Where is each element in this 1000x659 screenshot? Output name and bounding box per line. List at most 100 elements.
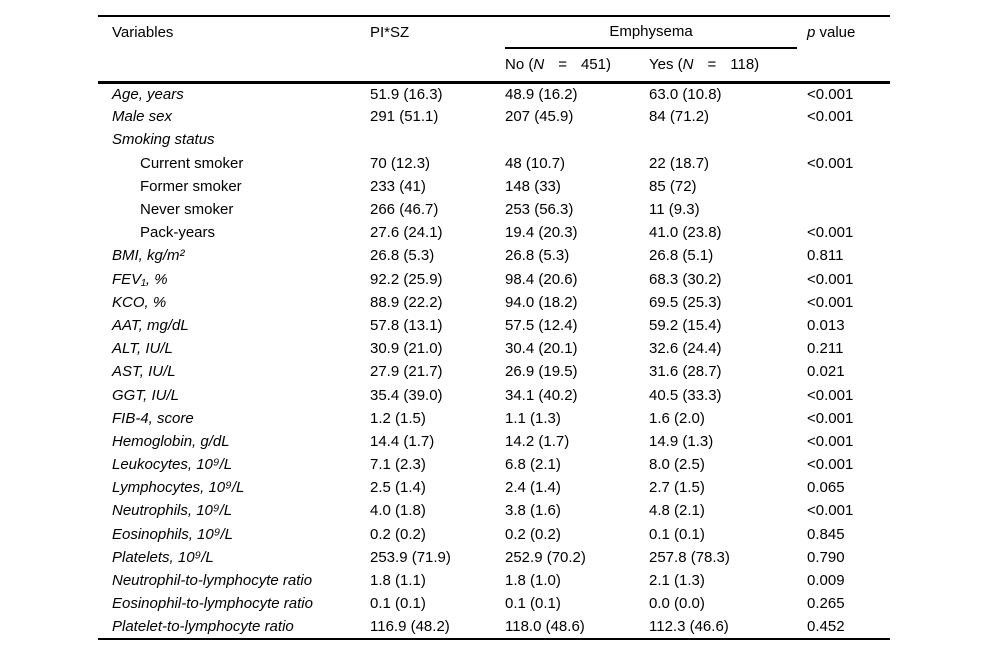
- table-row: AST, IU/L 27.9 (21.7) 26.9 (19.5) 31.6 (…: [98, 360, 890, 383]
- table-header: Variables PI*SZ Emphysema p value No (N =…: [98, 16, 890, 82]
- table-row: Platelet-to-lymphocyte ratio 116.9 (48.2…: [98, 615, 890, 638]
- cell-pisz: 1.8 (1.1): [370, 572, 426, 590]
- cell-pvalue: [807, 128, 890, 151]
- table-row: Smoking status: [98, 128, 890, 151]
- table-row: Lymphocytes, 10⁹/L 2.5 (1.4) 2.4 (1.4) 2…: [98, 476, 890, 499]
- cell-variable: Platelets, 10⁹/L: [112, 548, 214, 566]
- cell-variable: Current smoker: [140, 154, 244, 172]
- yes-count: 118): [730, 56, 760, 74]
- cell-variable: Neutrophils, 10⁹/L: [112, 502, 233, 520]
- cell-pisz: 35.4 (39.0): [370, 386, 443, 404]
- cell-emphysema-no: 19.4 (20.3): [505, 224, 578, 242]
- cell-pvalue: <0.001: [807, 293, 854, 311]
- cell-pisz: 88.9 (22.2): [370, 293, 443, 311]
- cell-variable: Hemoglobin, g/dL: [112, 432, 230, 450]
- table-row: Hemoglobin, g/dL 14.4 (1.7) 14.2 (1.7) 1…: [98, 430, 890, 453]
- cell-variable: Eosinophils, 10⁹/L: [112, 525, 233, 543]
- cell-pisz: 26.8 (5.3): [370, 247, 435, 265]
- table-row: KCO, % 88.9 (22.2) 94.0 (18.2) 69.5 (25.…: [98, 291, 890, 314]
- cell-pisz: 70 (12.3): [370, 154, 431, 172]
- cell-emphysema-no: 1.1 (1.3): [505, 409, 561, 427]
- cell-pisz: 92.2 (25.9): [370, 270, 443, 288]
- table-row: Age, years 51.9 (16.3) 48.9 (16.2) 63.0 …: [98, 82, 890, 105]
- cell-emphysema-yes: 257.8 (78.3): [649, 548, 730, 566]
- header-variables: Variables: [112, 24, 174, 41]
- cell-pvalue: <0.001: [807, 270, 854, 288]
- table-row: ALT, IU/L 30.9 (21.0) 30.4 (20.1) 32.6 (…: [98, 337, 890, 360]
- cell-pisz: 233 (41): [370, 177, 426, 195]
- cell-emphysema-yes: 2.7 (1.5): [649, 479, 705, 497]
- cell-emphysema-no: [505, 128, 649, 151]
- cell-emphysema-yes: 0.1 (0.1): [649, 525, 705, 543]
- cell-pisz: 0.2 (0.2): [370, 525, 426, 543]
- table-row: AAT, mg/dL 57.8 (13.1) 57.5 (12.4) 59.2 …: [98, 314, 890, 337]
- cell-pisz: 27.6 (24.1): [370, 224, 443, 242]
- cell-pisz: 57.8 (13.1): [370, 316, 443, 334]
- cell-emphysema-no: 48.9 (16.2): [505, 85, 578, 103]
- cell-emphysema-yes: 1.6 (2.0): [649, 409, 705, 427]
- cell-emphysema-yes: [649, 128, 807, 151]
- table-row: Current smoker 70 (12.3) 48 (10.7) 22 (1…: [98, 152, 890, 175]
- cell-pisz: 116.9 (48.2): [370, 617, 450, 635]
- cell-emphysema-yes: 31.6 (28.7): [649, 363, 722, 381]
- cell-pvalue: <0.001: [807, 502, 854, 520]
- cell-variable: FEV₁, %: [112, 270, 168, 288]
- table-row: Neutrophils, 10⁹/L 4.0 (1.8) 3.8 (1.6) 4…: [98, 499, 890, 522]
- cell-pisz: [370, 128, 505, 151]
- cell-pvalue: <0.001: [807, 386, 854, 404]
- yes-prefix: Yes (: [649, 56, 683, 74]
- cell-emphysema-yes: 8.0 (2.5): [649, 456, 705, 474]
- cell-pisz: 51.9 (16.3): [370, 85, 443, 103]
- cell-pisz: 253.9 (71.9): [370, 548, 451, 566]
- table-row: BMI, kg/m² 26.8 (5.3) 26.8 (5.3) 26.8 (5…: [98, 244, 890, 267]
- cell-variable: Platelet-to-lymphocyte ratio: [112, 617, 294, 635]
- cell-variable: AST, IU/L: [112, 363, 176, 381]
- cell-emphysema-yes: 2.1 (1.3): [649, 572, 705, 590]
- table-row: Eosinophil-to-lymphocyte ratio 0.1 (0.1)…: [98, 592, 890, 615]
- cell-pvalue: <0.001: [807, 409, 854, 427]
- table-row: Male sex 291 (51.1) 207 (45.9) 84 (71.2)…: [98, 105, 890, 128]
- cell-pvalue: 0.013: [807, 316, 845, 334]
- cell-emphysema-no: 57.5 (12.4): [505, 316, 578, 334]
- cell-pisz: 1.2 (1.5): [370, 409, 426, 427]
- cell-emphysema-no: 0.2 (0.2): [505, 525, 561, 543]
- cell-pvalue: <0.001: [807, 432, 854, 450]
- cell-pvalue: 0.811: [807, 247, 844, 265]
- cell-emphysema-no: 0.1 (0.1): [505, 595, 561, 613]
- cell-emphysema-yes: 59.2 (15.4): [649, 316, 722, 334]
- cell-variable: Smoking status: [112, 131, 215, 149]
- table-row: FIB-4, score 1.2 (1.5) 1.1 (1.3) 1.6 (2.…: [98, 407, 890, 430]
- header-pisz: PI*SZ: [370, 24, 410, 41]
- cell-variable: Lymphocytes, 10⁹/L: [112, 479, 245, 497]
- cell-emphysema-yes: 22 (18.7): [649, 154, 710, 172]
- header-emphysema-yes: Yes (N = 118): [649, 49, 807, 82]
- cell-emphysema-yes: 0.0 (0.0): [649, 595, 705, 613]
- table-row: Pack-years 27.6 (24.1) 19.4 (20.3) 41.0 …: [98, 221, 890, 244]
- header-row-1: Variables PI*SZ Emphysema p value: [98, 16, 890, 49]
- cell-emphysema-no: 48 (10.7): [505, 154, 566, 172]
- cell-emphysema-no: 253 (56.3): [505, 201, 574, 219]
- cell-emphysema-yes: 112.3 (46.6): [649, 617, 729, 635]
- header-pvalue: p value: [807, 16, 890, 82]
- cell-emphysema-no: 6.8 (2.1): [505, 456, 561, 474]
- cell-pvalue: <0.001: [807, 108, 854, 126]
- cell-pvalue: 0.845: [807, 525, 845, 543]
- cell-emphysema-yes: 68.3 (30.2): [649, 270, 722, 288]
- table-row: Platelets, 10⁹/L 253.9 (71.9) 252.9 (70.…: [98, 546, 890, 569]
- cell-emphysema-yes: 69.5 (25.3): [649, 293, 722, 311]
- cell-variable: ALT, IU/L: [112, 340, 173, 358]
- cell-pvalue: 0.021: [807, 363, 845, 381]
- cell-pvalue: <0.001: [807, 154, 854, 172]
- table-row: Neutrophil-to-lymphocyte ratio 1.8 (1.1)…: [98, 569, 890, 592]
- cell-emphysema-yes: 40.5 (33.3): [649, 386, 722, 404]
- cell-emphysema-no: 118.0 (48.6): [505, 617, 585, 635]
- cell-variable: AAT, mg/dL: [112, 316, 189, 334]
- cell-pvalue: [807, 175, 890, 198]
- cell-pisz: 291 (51.1): [370, 108, 439, 126]
- cell-emphysema-no: 26.8 (5.3): [505, 247, 570, 265]
- cell-pvalue: 0.065: [807, 479, 845, 497]
- cell-pisz: 7.1 (2.3): [370, 456, 426, 474]
- cell-emphysema-no: 14.2 (1.7): [505, 432, 570, 450]
- table-row: Former smoker 233 (41) 148 (33) 85 (72): [98, 175, 890, 198]
